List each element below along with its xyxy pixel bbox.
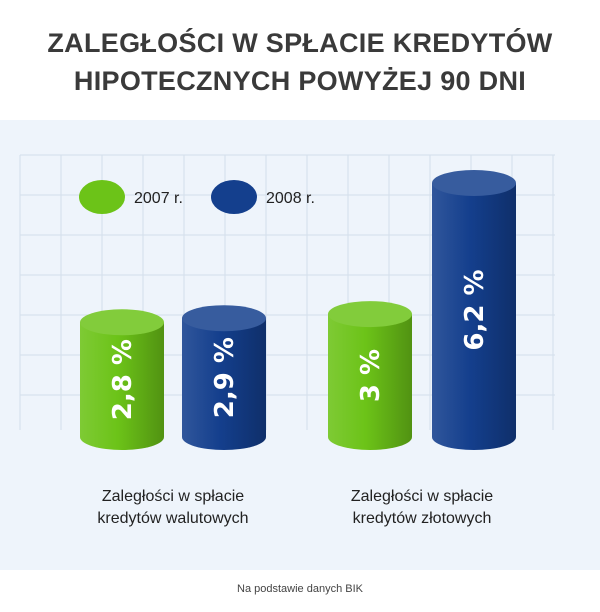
bar-2008-0 (182, 305, 266, 450)
legend-item-2008: 2008 r. (211, 180, 315, 214)
bar-top (80, 309, 164, 336)
legend-swatch (79, 180, 125, 214)
bar-top (328, 301, 412, 328)
source-note: Na podstawie danych BIK (237, 583, 363, 595)
data-label: 2,9 % (210, 337, 240, 418)
legend-label: 2008 r. (266, 190, 315, 207)
category-label: Zaległości w spłacie kredytów złotowych (351, 488, 493, 527)
bar-body (328, 314, 412, 450)
bar-body (80, 322, 164, 450)
chart-title: ZALEGŁOŚCI W SPŁACIE KREDYTÓW HIPOTECZNY… (0, 24, 600, 100)
category-label-line: Zaległości w spłacie (351, 488, 493, 505)
category-label: Zaległości w spłacie kredytów walutowych (97, 488, 248, 527)
legend-swatch (211, 180, 257, 214)
bar-top (182, 305, 266, 332)
chart-title-line-1: ZALEGŁOŚCI W SPŁACIE KREDYTÓW (47, 28, 553, 58)
bar-2007-1 (328, 301, 412, 450)
data-label: 3 % (356, 349, 386, 402)
bar-top (432, 170, 516, 196)
category-label-line: Zaległości w spłacie (102, 488, 244, 505)
category-label-line: kredytów walutowych (97, 510, 248, 527)
legend-label: 2007 r. (134, 190, 183, 207)
category-label-line: kredytów złotowych (353, 510, 492, 527)
data-label: 6,2 % (460, 269, 490, 350)
bar-body (432, 183, 516, 450)
bar-body (182, 318, 266, 450)
legend-item-2007: 2007 r. (79, 180, 183, 214)
data-label: 2,8 % (108, 339, 138, 420)
chart-title-line-2: HIPOTECZNYCH POWYŻEJ 90 DNI (73, 66, 527, 96)
bar-2008-1 (432, 170, 516, 450)
bar-2007-0 (80, 309, 164, 450)
